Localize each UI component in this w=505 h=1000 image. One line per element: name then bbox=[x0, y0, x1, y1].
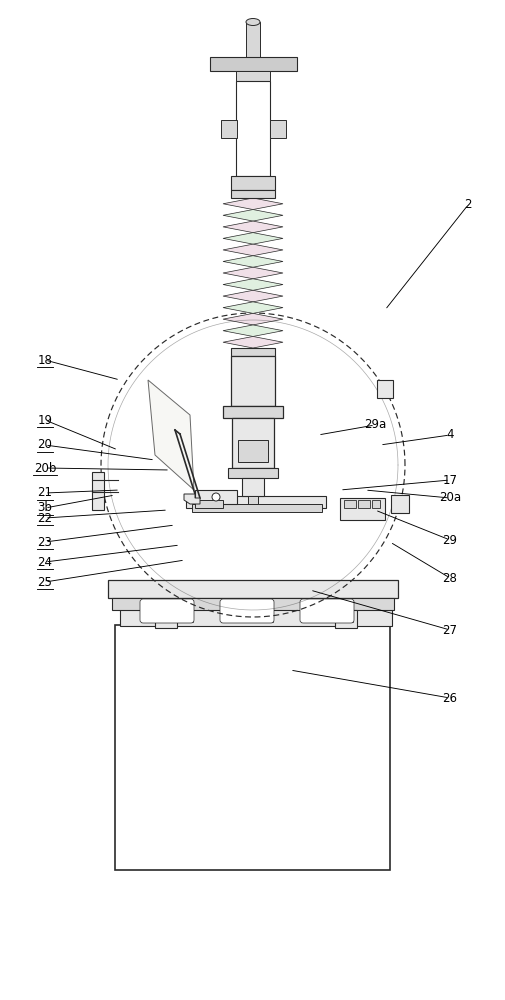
Bar bbox=[343, 500, 356, 508]
Bar bbox=[235, 71, 270, 81]
Bar bbox=[231, 356, 274, 406]
Polygon shape bbox=[223, 302, 282, 313]
Polygon shape bbox=[223, 325, 282, 336]
Bar bbox=[120, 598, 391, 626]
Text: 29: 29 bbox=[442, 533, 457, 546]
Text: 17: 17 bbox=[442, 474, 457, 487]
Bar bbox=[112, 598, 393, 610]
Text: 20: 20 bbox=[37, 438, 53, 452]
Bar bbox=[390, 495, 408, 513]
Bar bbox=[237, 440, 268, 462]
Bar bbox=[300, 600, 352, 622]
Bar bbox=[228, 468, 277, 478]
Text: 21: 21 bbox=[37, 487, 53, 499]
Text: 22: 22 bbox=[37, 511, 53, 524]
Bar bbox=[231, 348, 274, 356]
Bar bbox=[155, 610, 177, 628]
Bar bbox=[108, 580, 397, 598]
Text: 4: 4 bbox=[445, 428, 453, 442]
Text: 19: 19 bbox=[37, 414, 53, 426]
Bar bbox=[231, 418, 274, 468]
Text: 20b: 20b bbox=[34, 462, 56, 475]
Bar bbox=[358, 500, 369, 508]
Polygon shape bbox=[223, 244, 282, 256]
Bar bbox=[186, 496, 325, 508]
Bar bbox=[210, 57, 296, 71]
Polygon shape bbox=[223, 221, 282, 233]
Bar bbox=[270, 120, 285, 138]
Bar bbox=[221, 120, 236, 138]
Text: 26: 26 bbox=[442, 692, 457, 704]
Polygon shape bbox=[184, 494, 199, 504]
Text: 20a: 20a bbox=[438, 491, 460, 504]
Polygon shape bbox=[223, 198, 282, 210]
Bar bbox=[141, 600, 192, 622]
FancyBboxPatch shape bbox=[299, 599, 353, 623]
Bar bbox=[241, 478, 264, 496]
Bar bbox=[191, 504, 321, 512]
Polygon shape bbox=[223, 290, 282, 302]
Bar bbox=[231, 176, 274, 190]
Text: 27: 27 bbox=[442, 624, 457, 636]
FancyBboxPatch shape bbox=[220, 599, 274, 623]
Bar bbox=[334, 610, 357, 628]
Text: 28: 28 bbox=[442, 571, 457, 584]
Bar bbox=[115, 625, 389, 870]
Polygon shape bbox=[223, 267, 282, 279]
Text: 2: 2 bbox=[463, 198, 471, 212]
Bar bbox=[376, 380, 392, 398]
Bar bbox=[247, 496, 258, 504]
Bar bbox=[231, 190, 274, 198]
Bar bbox=[194, 490, 236, 504]
Text: 18: 18 bbox=[37, 354, 53, 366]
Polygon shape bbox=[223, 233, 282, 244]
Bar bbox=[221, 600, 273, 622]
Text: 3b: 3b bbox=[37, 501, 53, 514]
Ellipse shape bbox=[245, 18, 260, 25]
Bar bbox=[245, 22, 260, 57]
Bar bbox=[235, 81, 270, 176]
Polygon shape bbox=[223, 256, 282, 267]
Polygon shape bbox=[223, 210, 282, 221]
Bar bbox=[371, 500, 379, 508]
Text: 29a: 29a bbox=[363, 418, 385, 432]
Bar bbox=[92, 472, 104, 510]
Text: 25: 25 bbox=[37, 575, 53, 588]
Polygon shape bbox=[223, 313, 282, 325]
Bar bbox=[339, 498, 384, 520]
Bar bbox=[223, 406, 282, 418]
Polygon shape bbox=[223, 279, 282, 290]
Bar bbox=[194, 500, 223, 508]
Text: 24: 24 bbox=[37, 555, 53, 568]
FancyBboxPatch shape bbox=[140, 599, 193, 623]
Text: 23: 23 bbox=[37, 535, 53, 548]
Circle shape bbox=[212, 493, 220, 501]
Polygon shape bbox=[223, 336, 282, 348]
Polygon shape bbox=[147, 380, 193, 490]
